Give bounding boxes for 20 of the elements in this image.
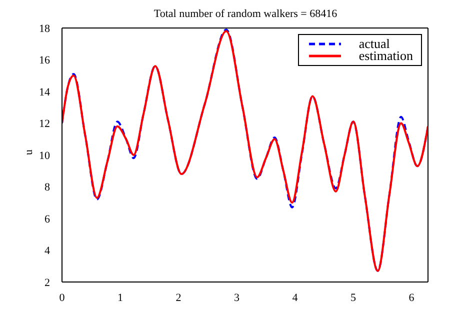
y-tick-label: 12 <box>39 118 50 130</box>
x-tick-label: 5 <box>350 292 357 304</box>
y-tick-label: 10 <box>39 150 50 162</box>
y-tick-label: 18 <box>39 22 50 35</box>
y-tick-label: 6 <box>44 213 50 226</box>
y-tick-label: 4 <box>44 245 50 258</box>
x-tick-label: 1 <box>118 292 123 304</box>
y-tick-label: 8 <box>44 182 50 194</box>
x-tick-label: 3 <box>234 292 240 304</box>
legend-label: estimation <box>358 48 413 63</box>
x-tick-label: 0 <box>59 292 66 304</box>
y-tick-label: 14 <box>39 86 50 98</box>
y-tick-label: 16 <box>39 54 50 67</box>
x-tick-label: 6 <box>408 292 415 304</box>
x-tick-label: 2 <box>176 292 182 304</box>
x-tick-label: 4 <box>292 292 298 304</box>
legend-label: actual <box>358 36 390 51</box>
y-axis-title: u <box>22 149 35 155</box>
y-tick-label: 2 <box>44 276 50 289</box>
chart-title: Total number of random walkers = 68416 <box>152 8 338 20</box>
